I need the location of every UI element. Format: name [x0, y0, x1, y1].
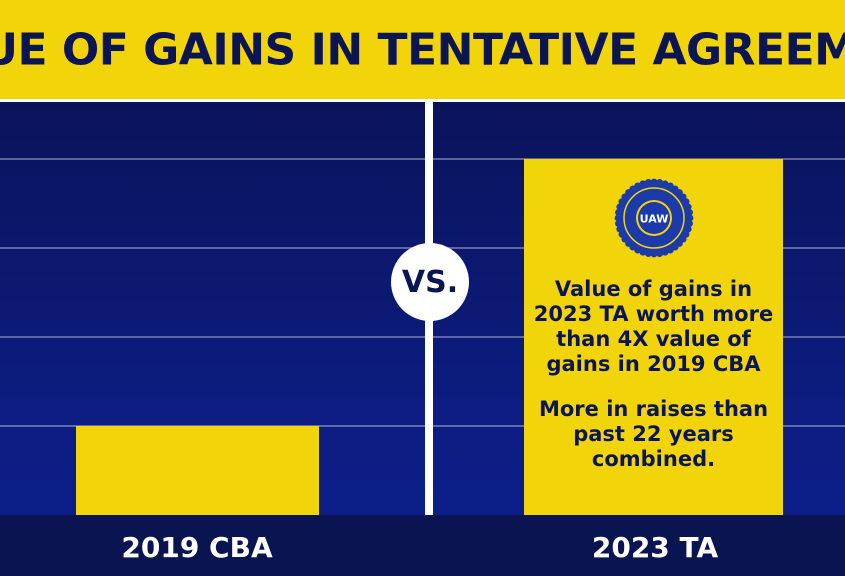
- bar-2023-ta: UAW Value of gains in 2023 TA worth more…: [524, 159, 783, 515]
- title-band: VALUE OF GAINS IN TENTATIVE AGREEMENT: [0, 0, 845, 102]
- seal-tooth: [685, 208, 693, 216]
- seal-tooth: [685, 220, 693, 228]
- seal-tooth: [644, 250, 652, 257]
- category-label-2019: 2019 CBA: [121, 531, 273, 564]
- seal-tooth: [686, 214, 693, 222]
- category-axis: [0, 515, 845, 576]
- category-label-2023: 2023 TA: [591, 531, 719, 564]
- logo-text: UAW: [639, 213, 668, 226]
- seal-tooth: [650, 250, 657, 258]
- chart-title: VALUE OF GAINS IN TENTATIVE AGREEMENT: [0, 24, 845, 76]
- seal-tooth: [614, 208, 622, 216]
- seal-tooth: [655, 250, 663, 257]
- seal-tooth: [614, 214, 621, 222]
- seal-tooth: [650, 178, 657, 186]
- vs-badge: VS.: [391, 243, 469, 321]
- seal-tooth: [644, 179, 652, 186]
- seal-tooth: [614, 220, 622, 228]
- uaw-seal-icon: UAW: [614, 178, 693, 258]
- bar-2019-cba: [76, 426, 319, 515]
- comparison-note: Value of gains in 2023 TA worth more tha…: [533, 277, 774, 376]
- seal-tooth: [655, 179, 663, 186]
- raises-note: More in raises than past 22 years combin…: [538, 397, 769, 471]
